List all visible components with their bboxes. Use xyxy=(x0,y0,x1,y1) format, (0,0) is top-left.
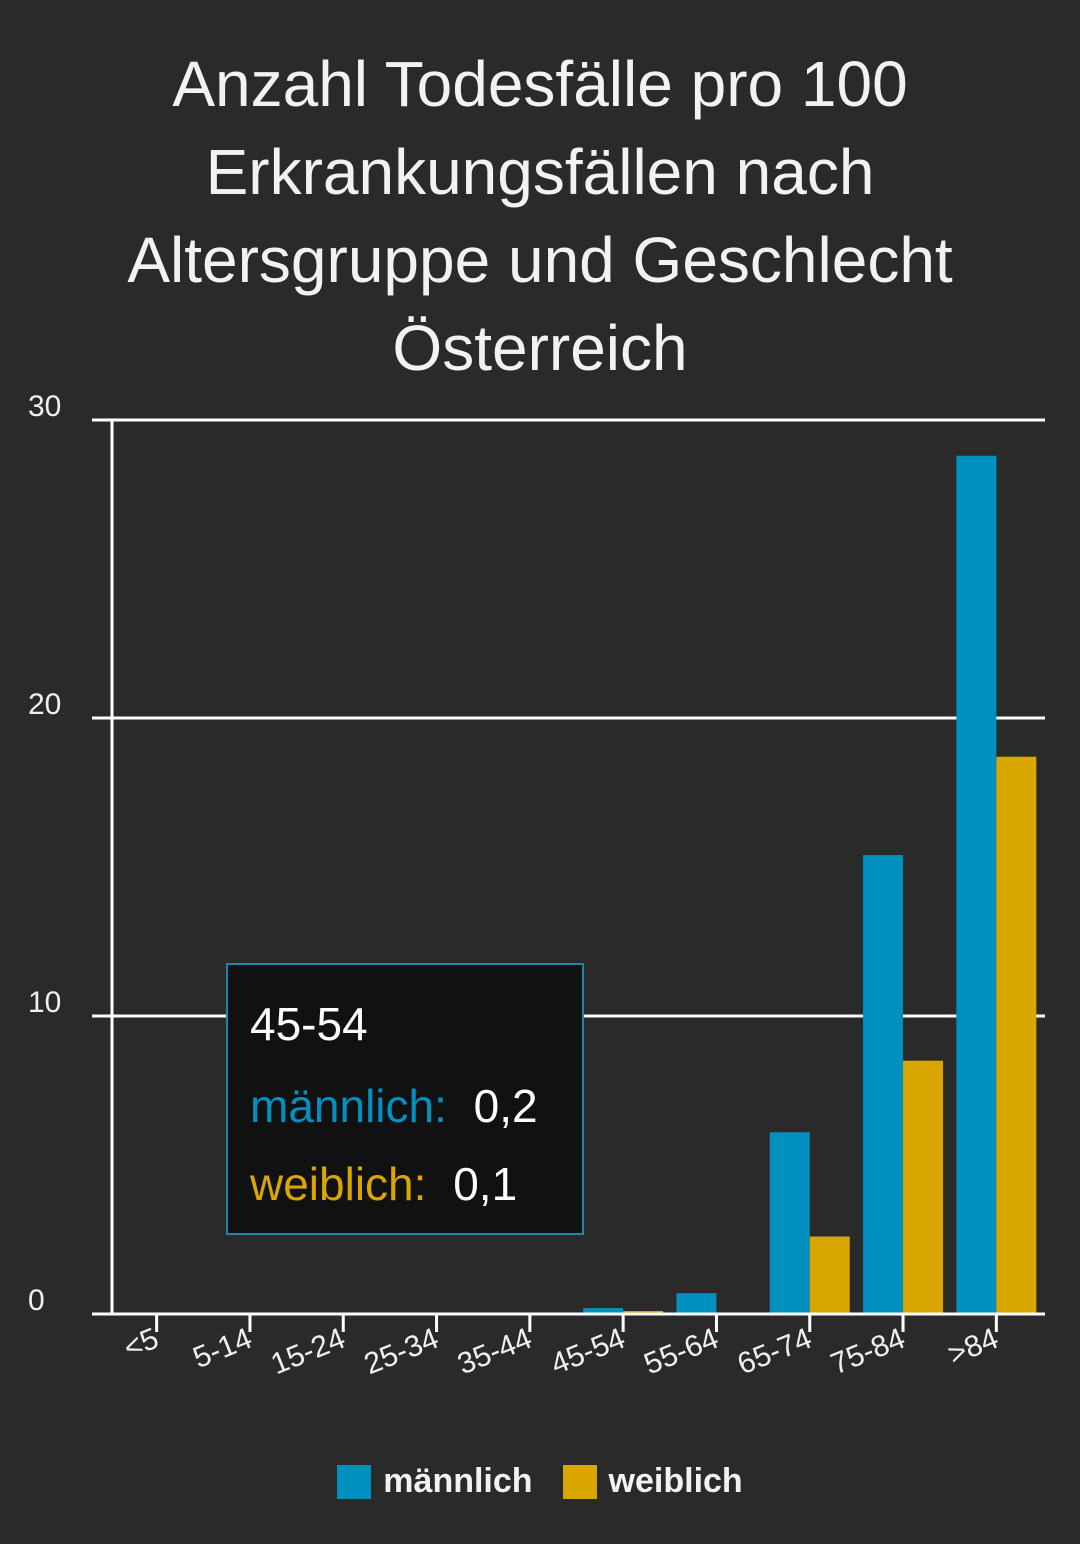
legend-item-maennlich[interactable]: männlich xyxy=(337,1462,533,1501)
legend-label-weiblich: weiblich xyxy=(608,1462,743,1500)
tooltip-maennlich-label: männlich: xyxy=(250,1080,447,1132)
x-tick-label-8: 75-84 xyxy=(826,1322,910,1381)
tooltip-weiblich-label: weiblich: xyxy=(250,1158,427,1210)
x-tick-label-6: 55-64 xyxy=(640,1322,724,1381)
legend-swatch-weiblich xyxy=(562,1464,597,1499)
bar-weiblich-7[interactable] xyxy=(809,1236,850,1314)
tooltip-category: 45-54 xyxy=(250,998,368,1050)
bar-weiblich-9[interactable] xyxy=(996,756,1037,1314)
y-tick-label-30: 30 xyxy=(28,390,61,423)
legend-swatch-maennlich xyxy=(337,1464,372,1499)
chart-title-line-2: Erkrankungsfällen nach xyxy=(205,136,875,208)
chart-title: Anzahl Todesfälle pro 100 Erkrankungsfäl… xyxy=(0,40,1080,392)
tooltip-weiblich-value: 0,1 xyxy=(453,1158,518,1210)
x-tick-label-3: 25-34 xyxy=(360,1322,444,1381)
tooltip-row-weiblich: weiblich: 0,1 xyxy=(250,1145,560,1223)
y-tick-label-20: 20 xyxy=(28,688,61,721)
tooltip-maennlich-value: 0,2 xyxy=(473,1080,538,1132)
legend-item-weiblich[interactable]: weiblich xyxy=(562,1462,743,1501)
x-tick-label-9: >84 xyxy=(943,1322,1003,1372)
x-tick-label-5: 45-54 xyxy=(546,1322,630,1381)
chart-title-line-4: Österreich xyxy=(392,312,688,384)
tooltip-row-maennlich: männlich: 0,2 xyxy=(250,1067,560,1145)
bar-maennlich-6[interactable] xyxy=(676,1293,717,1314)
x-tick-label-4: 35-44 xyxy=(453,1322,537,1381)
x-tick-label-1: 5-14 xyxy=(189,1322,257,1375)
hover-tooltip: 45-54 männlich: 0,2 weiblich: 0,1 xyxy=(226,963,584,1235)
chart-legend: männlich weiblich xyxy=(0,1462,1080,1501)
bar-weiblich-8[interactable] xyxy=(903,1060,944,1314)
chart-title-line-3: Altersgruppe und Geschlecht xyxy=(127,224,953,296)
x-tick-label-2: 15-24 xyxy=(266,1322,350,1381)
legend-label-maennlich: männlich xyxy=(383,1462,533,1500)
chart-title-line-1: Anzahl Todesfälle pro 100 xyxy=(172,48,908,120)
bar-maennlich-9[interactable] xyxy=(956,455,997,1314)
x-tick-label-7: 65-74 xyxy=(733,1322,817,1381)
bar-maennlich-7[interactable] xyxy=(769,1132,810,1314)
bar-maennlich-5[interactable] xyxy=(583,1308,624,1314)
y-tick-label-10: 10 xyxy=(28,986,61,1019)
y-tick-label-0: 0 xyxy=(28,1284,45,1317)
bar-maennlich-8[interactable] xyxy=(863,855,904,1314)
